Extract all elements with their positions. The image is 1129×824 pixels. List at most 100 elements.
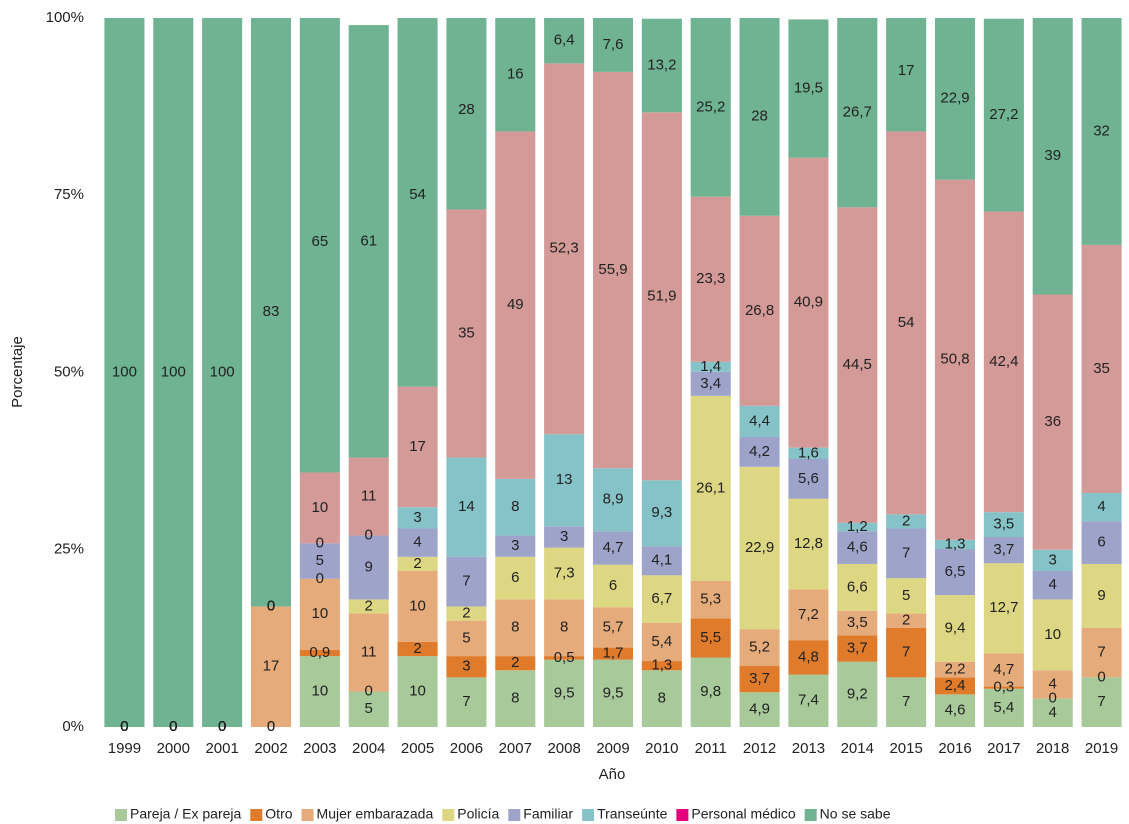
legend-label: Pareja / Ex pareja xyxy=(130,806,241,822)
bar-segment xyxy=(592,607,634,648)
data-label: 0 xyxy=(169,718,177,735)
data-label: 9 xyxy=(1097,587,1105,604)
bar-segment xyxy=(299,578,340,650)
data-label: 19,5 xyxy=(794,80,823,97)
data-label: 9 xyxy=(365,558,373,575)
x-tick-label: 2004 xyxy=(352,740,385,757)
data-label: 0 xyxy=(169,718,177,735)
bar-segment xyxy=(1081,677,1122,727)
data-label: 4,6 xyxy=(945,702,966,719)
bar-segment xyxy=(397,556,438,572)
bar-segment xyxy=(641,18,682,113)
bar-segment xyxy=(837,522,878,532)
y-axis-label: Porcentaje xyxy=(9,336,26,408)
bar-segment xyxy=(837,18,878,208)
bar-segment xyxy=(788,674,829,727)
bar-segment xyxy=(592,564,634,608)
bar-segment xyxy=(1032,294,1073,550)
data-label: 5 xyxy=(365,700,373,717)
data-label: 0 xyxy=(267,718,275,735)
bar-segment xyxy=(250,18,292,607)
data-label: 5 xyxy=(902,587,910,604)
bar-segment xyxy=(1032,599,1073,671)
bar-segment xyxy=(690,657,731,727)
data-label: 0 xyxy=(120,718,128,735)
data-label: 7 xyxy=(462,573,470,590)
data-label: 83 xyxy=(263,303,280,320)
bar-segment xyxy=(690,395,731,581)
data-label: 2,2 xyxy=(945,661,966,678)
bar-segment xyxy=(934,677,976,695)
bar-segment xyxy=(788,640,829,675)
bar-segment xyxy=(788,458,829,499)
bar-segment xyxy=(446,209,487,458)
bar-segment xyxy=(348,691,389,727)
data-label: 5,5 xyxy=(700,629,721,646)
data-label: 0 xyxy=(267,597,275,614)
bar-segment xyxy=(739,405,780,438)
legend-label: Familiar xyxy=(523,806,573,822)
bar-segment xyxy=(788,498,829,590)
data-label: 0 xyxy=(218,718,226,735)
bar-segment xyxy=(446,620,487,657)
bar-segment xyxy=(934,18,976,180)
data-label: 6,7 xyxy=(651,590,672,607)
bar-segment xyxy=(397,641,438,657)
data-label: 12,8 xyxy=(794,535,823,552)
data-label: 8,9 xyxy=(603,491,624,508)
data-label: 6,6 xyxy=(847,578,868,595)
x-tick-label: 2002 xyxy=(254,740,287,757)
plot-area xyxy=(104,18,1122,727)
data-label: 54 xyxy=(409,186,426,203)
data-label: 2 xyxy=(902,512,910,529)
bar-segment xyxy=(446,677,487,727)
data-label: 3 xyxy=(560,528,568,545)
legend-swatch xyxy=(301,809,314,821)
data-label: 8 xyxy=(511,498,519,515)
bar-segment xyxy=(641,670,682,727)
bar-segment xyxy=(397,656,438,727)
data-label: 7,2 xyxy=(798,606,819,623)
y-tick-label: 75% xyxy=(54,186,84,203)
legend-swatch xyxy=(250,809,263,821)
bar-segment xyxy=(1081,521,1122,564)
data-label: 100 xyxy=(161,363,186,380)
x-tick-label: 2010 xyxy=(645,740,678,757)
data-label: 0 xyxy=(1049,690,1057,707)
bar-segment xyxy=(983,211,1024,513)
data-label: 39 xyxy=(1044,147,1061,164)
data-label: 3,5 xyxy=(847,614,868,631)
bar-segment xyxy=(348,457,389,536)
bar-segment xyxy=(788,589,829,641)
data-label: 4,6 xyxy=(847,539,868,556)
data-label: 14 xyxy=(458,498,475,515)
bar-segment xyxy=(934,595,976,662)
data-label: 6 xyxy=(1097,534,1105,551)
data-label: 7 xyxy=(902,644,910,661)
bar-segment xyxy=(837,610,878,636)
data-label: 4 xyxy=(413,534,421,551)
bar-segment xyxy=(641,622,682,662)
data-label: 0 xyxy=(218,718,226,735)
data-label: 2,4 xyxy=(945,677,966,694)
data-label: 52,3 xyxy=(550,240,579,257)
bar-segment xyxy=(837,207,878,523)
data-label: 10 xyxy=(312,499,329,516)
bar-segment xyxy=(641,546,682,576)
data-label: 10 xyxy=(312,683,329,700)
legend-label: Mujer embarazada xyxy=(317,806,434,822)
data-label: 1,3 xyxy=(651,657,672,674)
y-tick-label: 0% xyxy=(62,718,84,735)
data-label: 5,4 xyxy=(651,633,672,650)
data-label: 50,8 xyxy=(940,351,969,368)
bar-segment xyxy=(495,478,536,536)
legend-swatch xyxy=(115,809,127,821)
bar-segment xyxy=(299,649,340,657)
bar-segment xyxy=(886,578,927,614)
data-label: 61 xyxy=(360,232,377,249)
data-label: 7 xyxy=(902,544,910,561)
bar-segment xyxy=(348,535,389,600)
bar-segment xyxy=(495,556,536,600)
data-label: 5,3 xyxy=(700,591,721,608)
data-label: 17 xyxy=(898,62,915,79)
